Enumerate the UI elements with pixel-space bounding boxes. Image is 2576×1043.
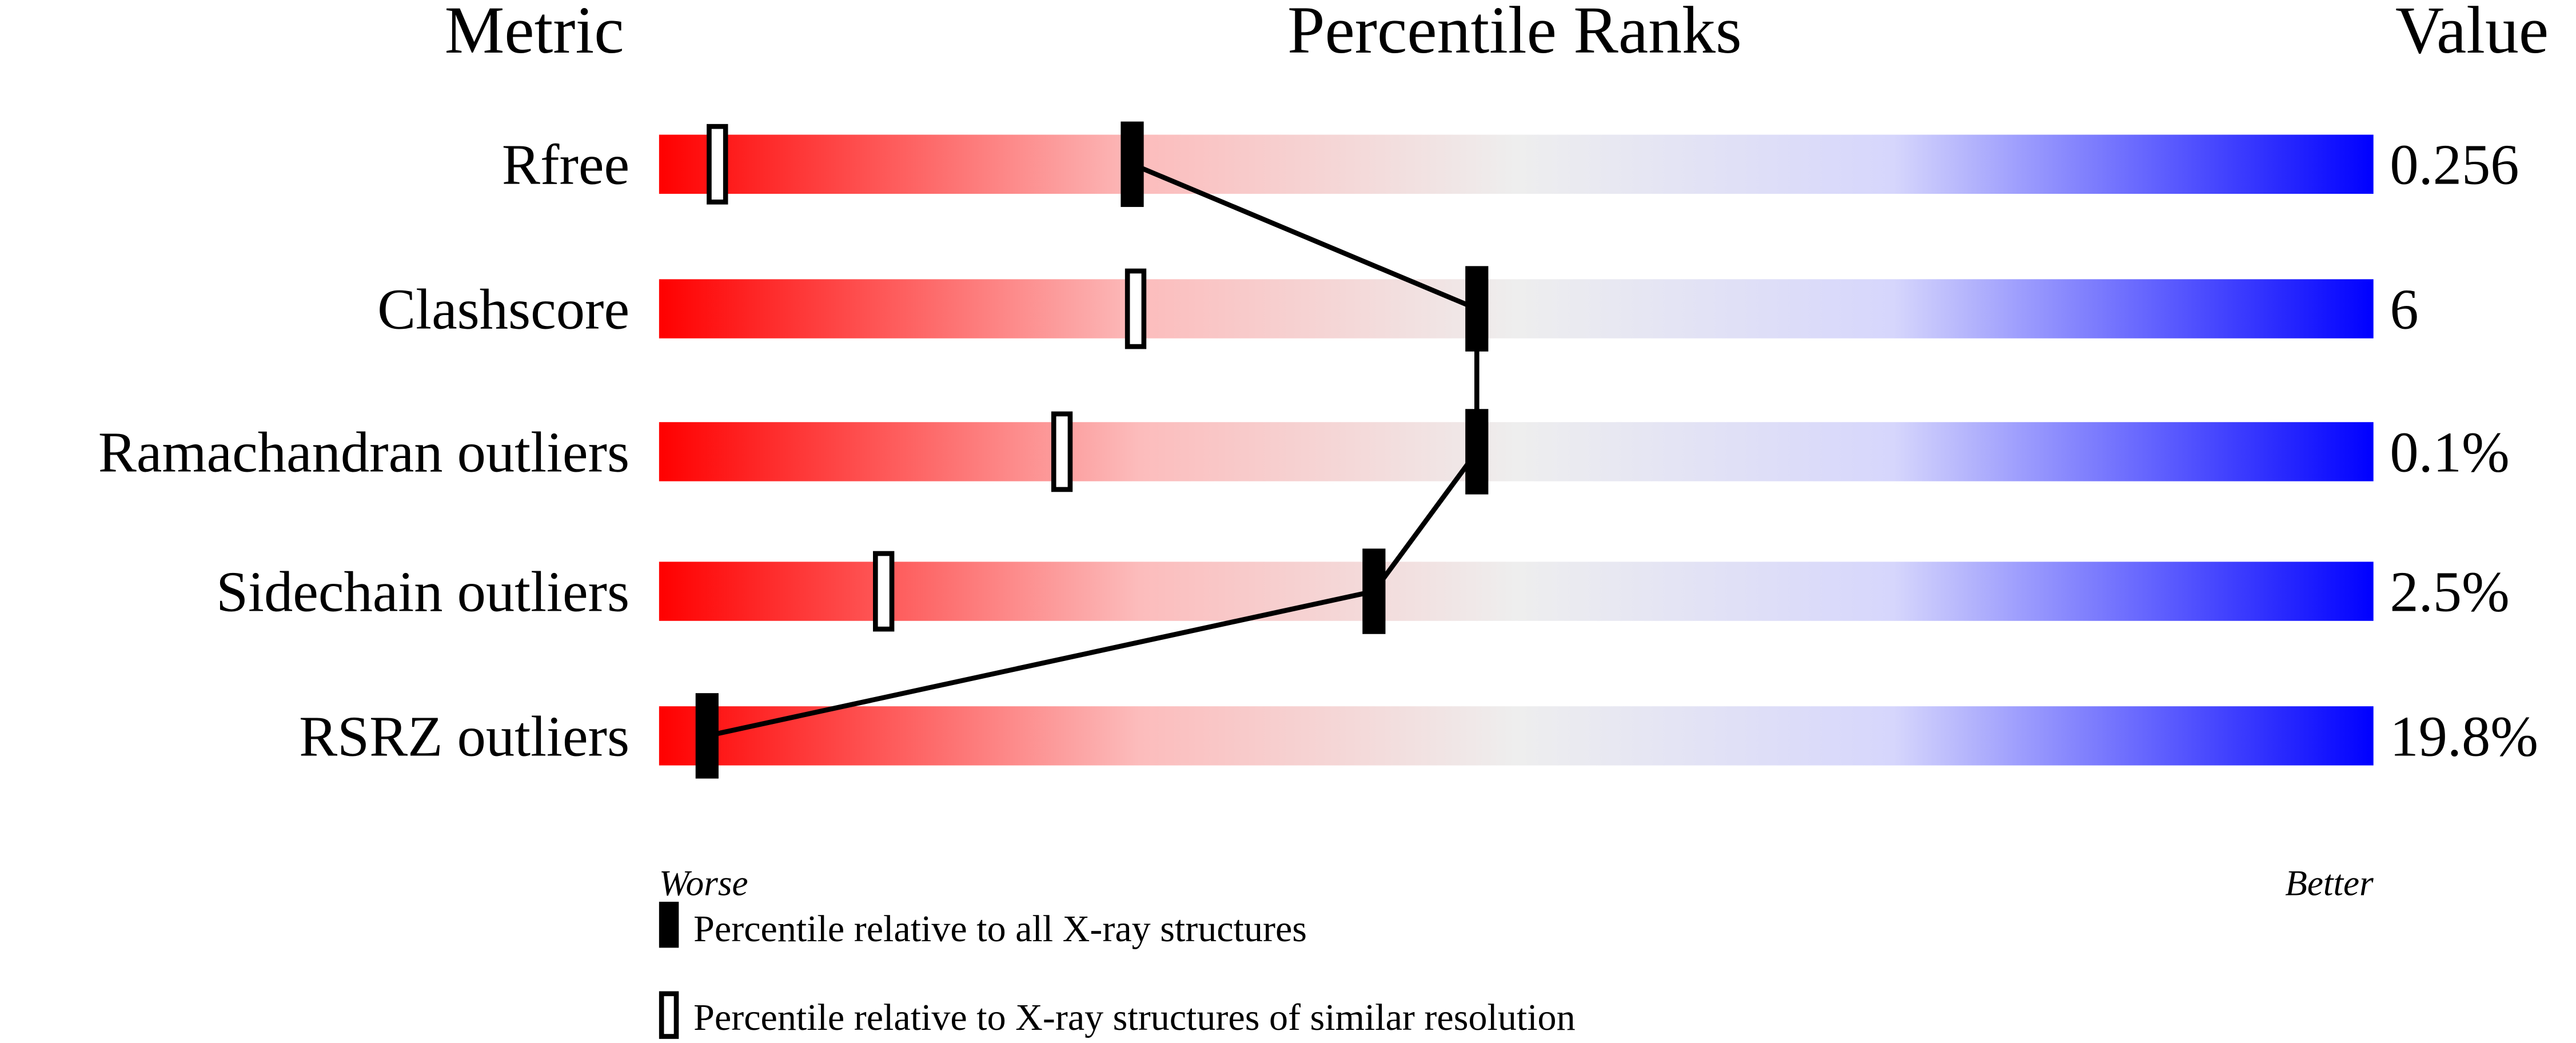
marker-similar-resolution [1051,411,1073,492]
marker-all-structures [1120,121,1144,207]
header-percentile-ranks: Percentile Ranks [1287,0,1742,67]
legend-filled-marker [659,901,679,948]
axis-label-better: Better [2285,863,2374,903]
axis-label-worse: Worse [659,863,748,903]
metric-value: 6 [2390,277,2418,341]
marker-all-structures [1465,266,1489,352]
marker-all-structures [1362,548,1386,634]
percentile-bar [659,279,2374,339]
legend-all: Percentile relative to all X-ray structu… [693,908,1307,950]
percentile-bar [659,706,2374,766]
percentile-bar [659,422,2374,481]
legend-open-marker [659,991,679,1039]
marker-similar-resolution [707,124,728,205]
percentile-bar [659,562,2374,621]
header-value: Value [2395,0,2549,67]
metric-label: Sidechain outliers [216,560,629,624]
marker-similar-resolution [873,551,895,632]
legend-similar: Percentile relative to X-ray structures … [693,997,1575,1038]
metric-label: Clashscore [377,277,629,341]
percentile-bar [659,134,2374,194]
metric-label: RSRZ outliers [299,704,629,768]
metric-value: 0.1% [2390,420,2509,484]
metric-value: 19.8% [2390,704,2538,768]
marker-similar-resolution [1124,268,1147,349]
marker-all-structures [1465,409,1489,495]
marker-all-structures [695,693,719,779]
metric-value: 0.256 [2390,133,2519,197]
metric-label: Ramachandran outliers [98,420,629,484]
metric-value: 2.5% [2390,560,2509,624]
metric-label: Rfree [502,133,629,197]
header-metric: Metric [445,0,624,67]
